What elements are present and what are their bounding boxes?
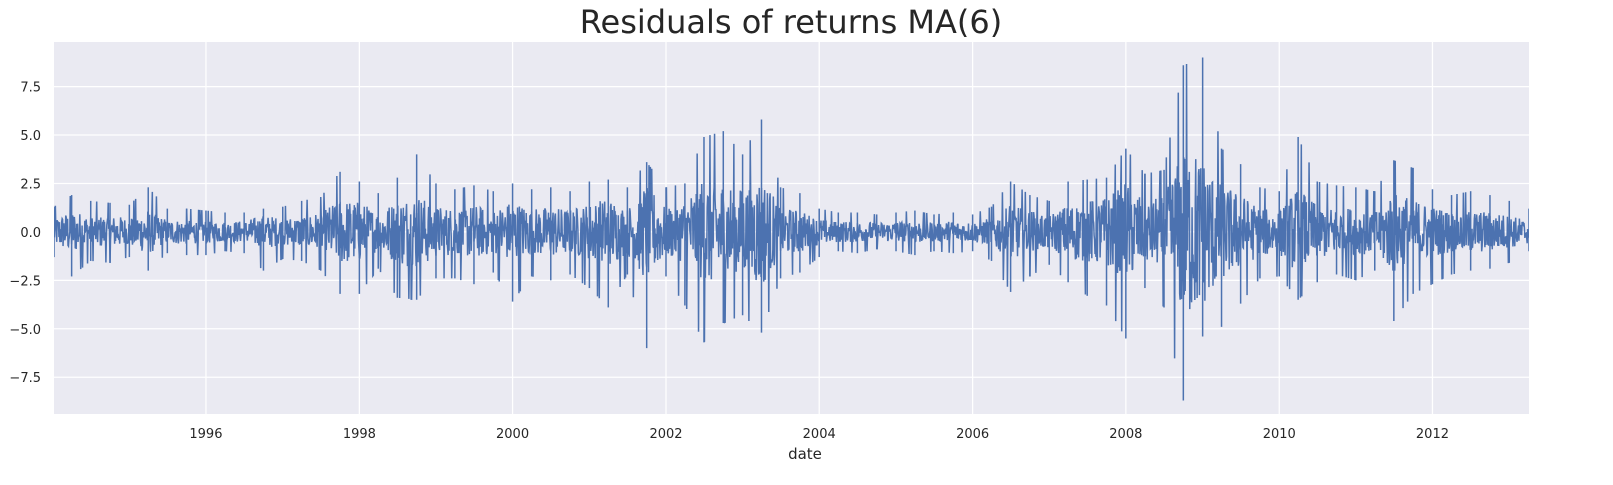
- y-tick-label: −2.5: [9, 274, 41, 289]
- y-tick-label: 0.0: [20, 226, 41, 241]
- x-tick-label: 2008: [1109, 427, 1142, 442]
- y-tick-label: 7.5: [20, 81, 41, 96]
- x-tick-label: 1998: [343, 427, 376, 442]
- y-tick-label: 5.0: [20, 129, 41, 144]
- y-tick-label: −5.0: [9, 323, 41, 338]
- series-area: [54, 57, 1529, 401]
- grid-lines: [54, 42, 1529, 414]
- x-tick-label: 2000: [496, 427, 529, 442]
- x-axis-ticks: 1996 1998 2000 2002 2004 2006 2008 2010 2012: [189, 427, 1449, 442]
- x-tick-label: 2006: [956, 427, 989, 442]
- x-tick-label: 2004: [803, 427, 836, 442]
- x-tick-label: 2010: [1263, 427, 1296, 442]
- chart-title: Residuals of returns MA(6): [580, 3, 1003, 41]
- y-tick-label: −7.5: [9, 371, 41, 386]
- series-line: [54, 63, 1529, 359]
- y-axis-ticks: 7.5 5.0 2.5 0.0 −2.5 −5.0 −7.5: [9, 81, 41, 387]
- x-tick-label: 1996: [189, 427, 222, 442]
- x-axis-label: date: [788, 445, 822, 463]
- y-tick-label: 2.5: [20, 177, 41, 192]
- x-tick-label: 2012: [1416, 427, 1449, 442]
- x-tick-label: 2002: [649, 427, 682, 442]
